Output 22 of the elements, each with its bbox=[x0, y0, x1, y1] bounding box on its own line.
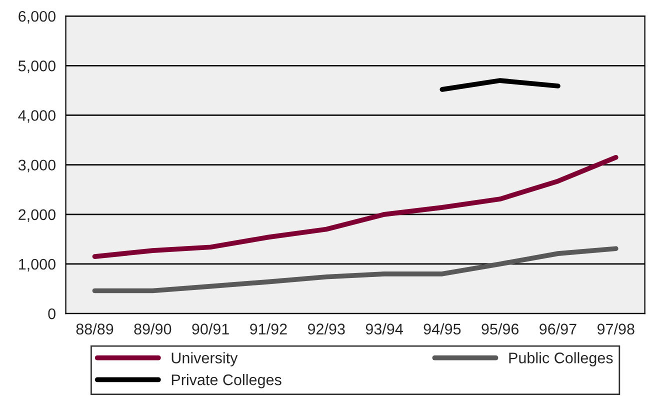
y-tick-label: 5,000 bbox=[18, 60, 56, 74]
x-tick-label: 94/95 bbox=[424, 323, 461, 335]
y-tick-label: 4,000 bbox=[18, 110, 56, 123]
y-tick-label: 1,000 bbox=[19, 258, 56, 272]
line-series bbox=[92, 154, 618, 259]
legend-label: University bbox=[172, 352, 238, 366]
y-tick-label: 6,000 bbox=[18, 10, 56, 24]
y-tick-label: 2,000 bbox=[18, 209, 56, 222]
x-tick-label: 96/97 bbox=[540, 323, 576, 335]
x-tick-label: 88/89 bbox=[76, 323, 114, 335]
x-tick-label: 90/91 bbox=[192, 323, 229, 335]
x-tick-label: 91/92 bbox=[250, 323, 287, 335]
x-tick-label: 89/90 bbox=[134, 323, 172, 335]
legend-label: Private Colleges bbox=[172, 374, 282, 388]
legend-label: Public Colleges bbox=[509, 352, 613, 366]
y-tick-label: 3,000 bbox=[18, 160, 56, 172]
y-tick-label: 0 bbox=[48, 308, 56, 320]
x-tick-label: 93/94 bbox=[366, 323, 403, 335]
x-tick-label: 92/93 bbox=[308, 323, 345, 335]
x-tick-label: 95/96 bbox=[482, 323, 519, 335]
line-series bbox=[92, 246, 618, 294]
x-tick-label: 97/98 bbox=[597, 323, 634, 335]
